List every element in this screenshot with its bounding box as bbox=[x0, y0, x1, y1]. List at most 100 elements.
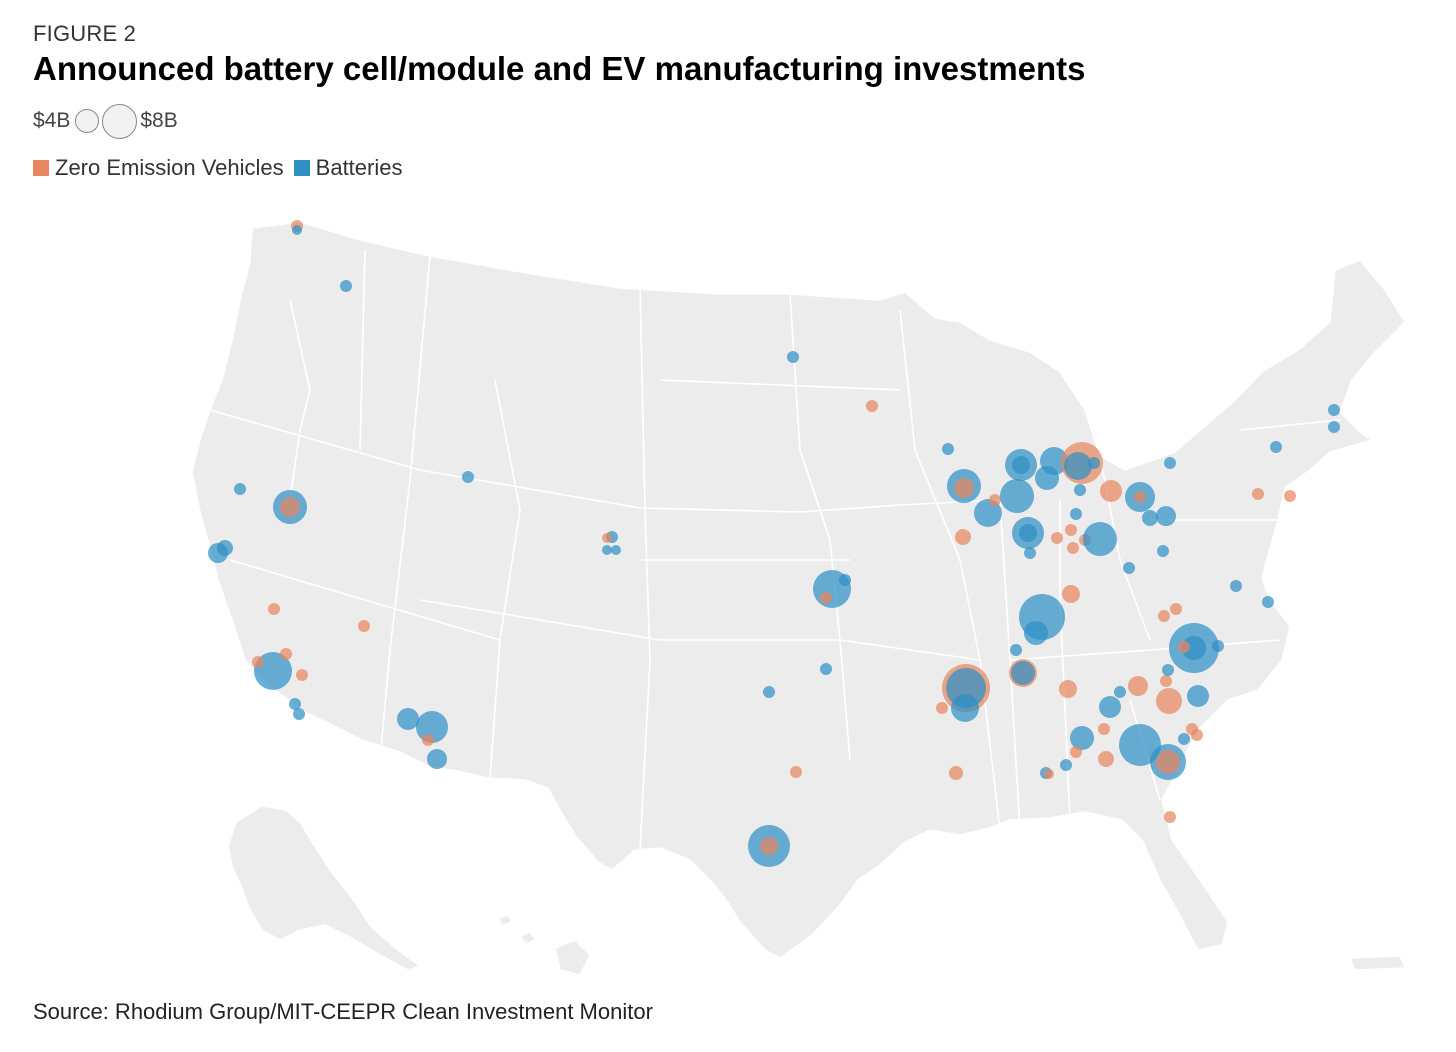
contiguous-us-land bbox=[191, 221, 1406, 959]
figure-label: FIGURE 2 bbox=[33, 21, 137, 46]
zev-bubble bbox=[1098, 723, 1110, 735]
zev-bubble bbox=[955, 529, 971, 545]
battery-bubble bbox=[1083, 522, 1117, 556]
state-border bbox=[1009, 639, 1281, 661]
zev-bubble bbox=[1158, 610, 1170, 622]
battery-bubble bbox=[1123, 562, 1135, 574]
zev-bubble bbox=[989, 494, 1001, 506]
battery-bubble bbox=[462, 471, 474, 483]
battery-bubble bbox=[1074, 484, 1086, 496]
hawaii-land bbox=[554, 939, 591, 976]
zev-bubble bbox=[1156, 750, 1180, 774]
zev-bubble bbox=[1160, 675, 1172, 687]
battery-bubble bbox=[397, 708, 419, 730]
battery-bubble bbox=[340, 280, 352, 292]
zev-bubble bbox=[954, 478, 974, 498]
zev-bubble bbox=[602, 533, 612, 543]
zev-bubble bbox=[1252, 488, 1264, 500]
zev-bubble bbox=[1128, 676, 1148, 696]
us-map bbox=[0, 190, 1456, 990]
battery-bubble bbox=[1328, 421, 1340, 433]
zev-bubble bbox=[358, 620, 370, 632]
battery-bubble bbox=[1024, 547, 1036, 559]
state-border bbox=[789, 293, 851, 761]
battery-bubble bbox=[1164, 457, 1176, 469]
hawaii-land-2 bbox=[519, 931, 537, 945]
zev-bubble bbox=[1100, 480, 1122, 502]
battery-bubble bbox=[1212, 640, 1224, 652]
battery-bubble bbox=[1157, 545, 1169, 557]
color-legend: Zero Emission Vehicles Batteries bbox=[33, 155, 412, 181]
battery-bubble bbox=[1010, 644, 1022, 656]
legend-label-batteries: Batteries bbox=[315, 155, 403, 180]
zev-bubble bbox=[1178, 641, 1190, 653]
battery-bubble bbox=[1182, 636, 1206, 660]
state-border bbox=[489, 379, 521, 779]
state-border bbox=[209, 409, 1001, 513]
land bbox=[191, 221, 1406, 976]
zev-bubble bbox=[790, 766, 802, 778]
battery-bubble bbox=[1064, 452, 1092, 480]
battery-bubble bbox=[1114, 686, 1126, 698]
battery-bubble bbox=[1088, 457, 1100, 469]
zev-bubble bbox=[1170, 603, 1182, 615]
legend-item-zev: Zero Emission Vehicles bbox=[33, 155, 284, 181]
size-legend: $4B $8B bbox=[33, 103, 178, 139]
state-border bbox=[359, 249, 366, 451]
state-border bbox=[899, 309, 1001, 831]
bubbles bbox=[208, 220, 1340, 867]
zev-bubble bbox=[1284, 490, 1296, 502]
battery-bubble bbox=[951, 694, 979, 722]
battery-bubble bbox=[611, 545, 621, 555]
size-legend-large-label: $8B bbox=[140, 109, 178, 132]
battery-bubble bbox=[839, 574, 851, 586]
zev-bubble bbox=[760, 837, 778, 855]
hawaii-land-3 bbox=[497, 914, 513, 926]
battery-bubble bbox=[1328, 404, 1340, 416]
source-note: Source: Rhodium Group/MIT-CEEPR Clean In… bbox=[33, 999, 653, 1024]
battery-bubble bbox=[1060, 759, 1072, 771]
us-map-svg bbox=[191, 220, 1406, 976]
legend-swatch-zev bbox=[33, 160, 49, 176]
zev-bubble bbox=[1044, 769, 1054, 779]
battery-bubble bbox=[416, 711, 448, 743]
battery-bubble bbox=[1012, 456, 1030, 474]
battery-bubble bbox=[234, 483, 246, 495]
battery-bubble bbox=[1011, 661, 1035, 685]
zev-bubble bbox=[866, 400, 878, 412]
battery-bubble bbox=[293, 708, 305, 720]
battery-bubble bbox=[1162, 664, 1174, 676]
battery-bubble bbox=[427, 749, 447, 769]
chart-title: Announced battery cell/module and EV man… bbox=[33, 50, 1086, 87]
battery-bubble bbox=[787, 351, 799, 363]
battery-bubble bbox=[1070, 508, 1082, 520]
battery-bubble bbox=[1070, 726, 1094, 750]
zev-bubble bbox=[1164, 811, 1176, 823]
zev-bubble bbox=[1134, 491, 1146, 503]
state-border bbox=[659, 379, 901, 391]
zev-bubble bbox=[422, 734, 434, 746]
legend-item-batteries: Batteries bbox=[293, 155, 403, 181]
zev-bubble bbox=[1051, 532, 1063, 544]
state-border bbox=[289, 299, 311, 501]
zev-bubble bbox=[1070, 746, 1082, 758]
puerto-rico-land bbox=[1349, 955, 1406, 971]
battery-bubble bbox=[942, 443, 954, 455]
state-border bbox=[419, 599, 981, 661]
battery-bubble bbox=[1262, 596, 1274, 608]
zev-bubble bbox=[268, 603, 280, 615]
state-border bbox=[639, 287, 651, 851]
zev-bubble bbox=[936, 702, 948, 714]
zev-bubble bbox=[1062, 585, 1080, 603]
battery-bubble bbox=[292, 225, 302, 235]
battery-bubble bbox=[1142, 510, 1158, 526]
battery-bubble bbox=[1019, 524, 1037, 542]
legend-label-zev: Zero Emission Vehicles bbox=[55, 155, 284, 180]
size-legend-small-label: $4B bbox=[33, 109, 71, 132]
battery-bubble bbox=[1270, 441, 1282, 453]
battery-bubble bbox=[1000, 479, 1034, 513]
alaska-land bbox=[227, 805, 421, 971]
battery-bubble bbox=[217, 540, 233, 556]
battery-bubble bbox=[1178, 733, 1190, 745]
